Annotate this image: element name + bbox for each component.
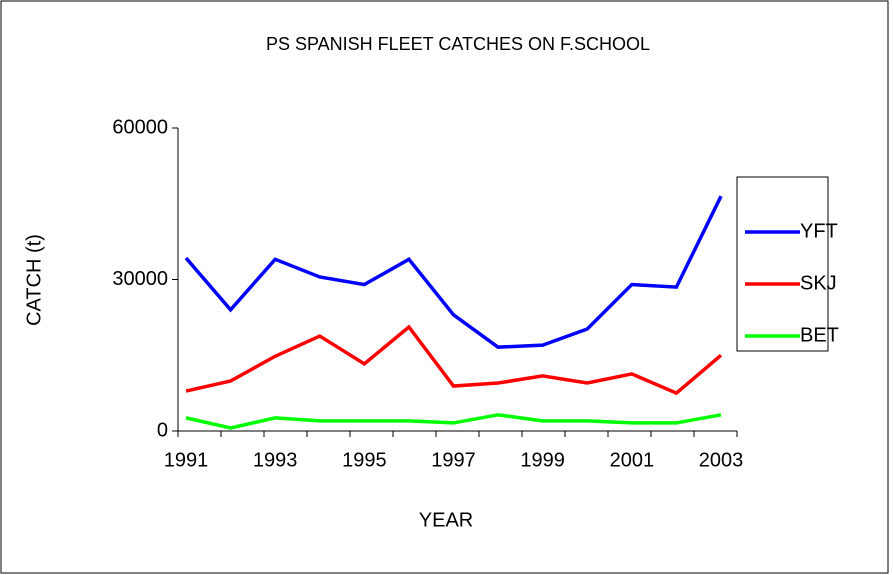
- legend-label: YFT: [800, 220, 838, 242]
- x-tick-label: 1999: [520, 449, 565, 471]
- legend-label: SKJ: [800, 272, 837, 294]
- y-tick-label: 30000: [112, 268, 168, 290]
- x-tick-label: 2001: [610, 449, 655, 471]
- x-tick-label: 1995: [342, 449, 387, 471]
- chart-title: PS SPANISH FLEET CATCHES ON F.SCHOOL: [266, 34, 650, 54]
- y-axis-label: CATCH (t): [23, 234, 45, 326]
- x-axis-label: YEAR: [419, 509, 473, 531]
- y-tick-label: 60000: [112, 116, 168, 138]
- x-tick-label: 2003: [699, 449, 744, 471]
- legend-label: BET: [800, 324, 839, 346]
- data-line: [185, 413, 722, 430]
- x-tick-label: 1997: [431, 449, 476, 471]
- data-line: [185, 324, 723, 396]
- y-tick-label: 0: [157, 419, 168, 441]
- x-tick-label: 1993: [253, 449, 298, 471]
- data-line: [184, 195, 723, 349]
- legend-box: [736, 176, 829, 352]
- x-tick-label: 1991: [164, 449, 209, 471]
